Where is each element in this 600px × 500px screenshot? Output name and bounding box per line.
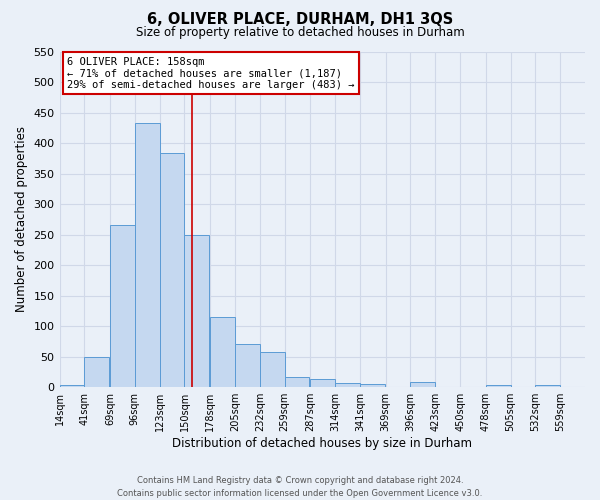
Bar	[335, 383, 360, 387]
Bar	[235, 344, 260, 387]
Text: 6, OLIVER PLACE, DURHAM, DH1 3QS: 6, OLIVER PLACE, DURHAM, DH1 3QS	[147, 12, 453, 28]
Text: Size of property relative to detached houses in Durham: Size of property relative to detached ho…	[136, 26, 464, 39]
Text: Contains HM Land Registry data © Crown copyright and database right 2024.
Contai: Contains HM Land Registry data © Crown c…	[118, 476, 482, 498]
Text: 6 OLIVER PLACE: 158sqm
← 71% of detached houses are smaller (1,187)
29% of semi-: 6 OLIVER PLACE: 158sqm ← 71% of detached…	[67, 56, 355, 90]
Bar	[59, 385, 85, 387]
Bar	[160, 154, 184, 387]
Bar	[184, 234, 209, 387]
X-axis label: Distribution of detached houses by size in Durham: Distribution of detached houses by size …	[172, 437, 472, 450]
Bar	[260, 352, 284, 387]
Bar	[85, 356, 109, 387]
Bar	[110, 226, 135, 387]
Bar	[410, 382, 435, 387]
Bar	[135, 123, 160, 387]
Bar	[310, 378, 335, 387]
Bar	[535, 386, 560, 387]
Bar	[360, 384, 385, 387]
Bar	[210, 317, 235, 387]
Bar	[284, 377, 310, 387]
Bar	[486, 386, 511, 387]
Y-axis label: Number of detached properties: Number of detached properties	[15, 126, 28, 312]
